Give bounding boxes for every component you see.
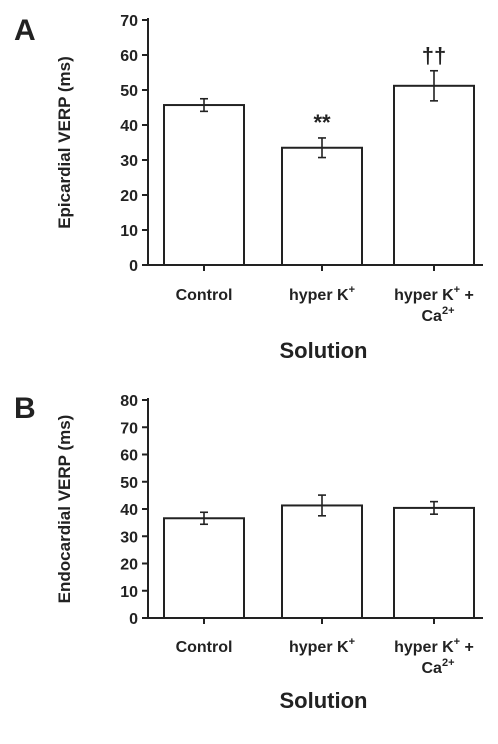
panel-a-category-label: Control	[176, 287, 233, 304]
panel-a-x-axis-label: Solution	[280, 338, 368, 363]
panel-b-category-label: Control	[176, 639, 233, 656]
panel-b-bar	[281, 504, 363, 619]
panel-a-y-tick-label: 30	[120, 153, 138, 170]
panel-a-y-tick-label: 20	[120, 188, 138, 205]
panel-b-chart: B 0 10 20 30 40 50 60 70 80 Control hyper K+ hyper K…	[14, 392, 483, 713]
panel-a-y-axis-label: Epicardial VERP (ms)	[55, 56, 74, 229]
panel-b-category-label: hyper K+ +	[394, 636, 474, 656]
panel-b-bar	[163, 517, 245, 620]
panel-b-y-tick-label: 20	[120, 557, 138, 574]
panel-a-y-tick-label: 60	[120, 48, 138, 65]
panel-b-y-tick-label: 70	[120, 420, 138, 437]
panel-b-category-label-line2: Ca2+	[422, 657, 455, 677]
panel-a-significance-marker: **	[313, 110, 331, 135]
panel-a-category-label: hyper K+ +	[394, 284, 474, 304]
panel-a-y-tick-label: 50	[120, 83, 138, 100]
panel-a-y-tick-label: 40	[120, 118, 138, 135]
panel-a-category-label-line2: Ca2+	[422, 305, 455, 325]
panel-a-significance-marker: ††	[422, 43, 446, 68]
panel-b-panel-letter: B	[14, 392, 36, 425]
panel-b-y-tick-label: 80	[120, 393, 138, 410]
panel-a-chart: A ** †† 0 10 20 30 40 50 60 70 Control hyper K+ hyper…	[14, 13, 483, 363]
panel-a-y-tick-label: 0	[129, 258, 138, 275]
panel-b-y-tick-label: 60	[120, 448, 138, 465]
panel-a-bar	[163, 104, 245, 266]
panel-a-y-tick-label: 70	[120, 13, 138, 30]
panel-a-y-tick-label: 10	[120, 223, 138, 240]
panel-a-bar	[281, 146, 363, 266]
panel-b-y-axis-label: Endocardial VERP (ms)	[55, 415, 74, 604]
panel-b-y-tick-label: 50	[120, 475, 138, 492]
panel-a-bar	[393, 84, 475, 266]
panel-b-y-tick-label: 0	[129, 611, 138, 628]
panel-b-category-label: hyper K+	[289, 636, 355, 656]
panel-b-bar	[393, 506, 475, 619]
panel-a-panel-letter: A	[14, 14, 36, 47]
panel-a-category-label: hyper K+	[289, 284, 355, 304]
panel-b-y-tick-label: 30	[120, 529, 138, 546]
panel-b-y-tick-label: 40	[120, 502, 138, 519]
panel-b-y-tick-label: 10	[120, 584, 138, 601]
panel-b-x-axis-label: Solution	[280, 688, 368, 713]
